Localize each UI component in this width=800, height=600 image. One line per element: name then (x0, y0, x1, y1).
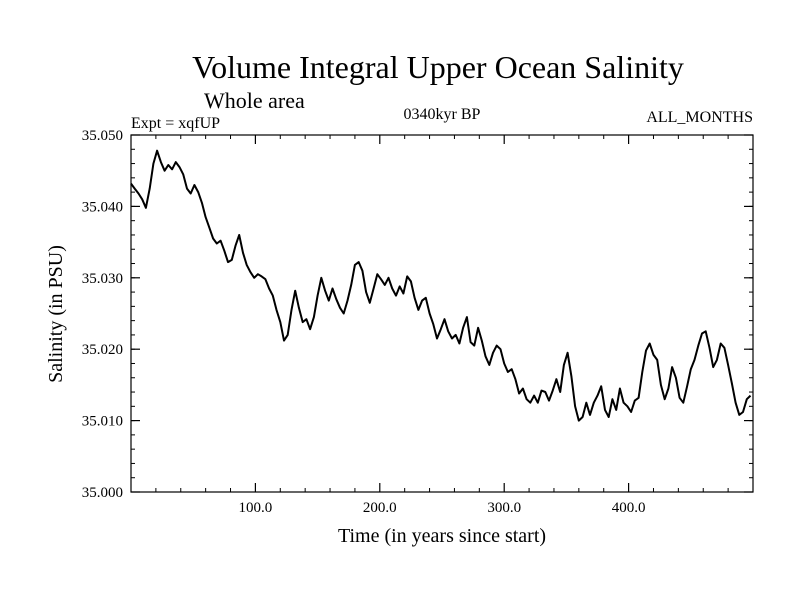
chart-title: Volume Integral Upper Ocean Salinity (192, 49, 684, 85)
x-tick-label: 400.0 (612, 500, 646, 516)
period-label: 0340kyr BP (404, 106, 481, 123)
y-axis: 35.000 35.010 35.020 35.030 35.040 35.050 (82, 128, 753, 501)
x-tick-label: 300.0 (487, 500, 521, 516)
y-tick-label: 35.010 (82, 414, 123, 430)
y-axis-label: Salinity (in PSU) (45, 245, 67, 383)
months-label: ALL_MONTHS (646, 109, 753, 126)
x-axis: 100.0 200.0 300.0 400.0 (155, 135, 729, 516)
y-tick-label: 35.050 (82, 128, 123, 144)
y-tick-label: 35.020 (82, 342, 123, 358)
chart-subtitle: Whole area (204, 88, 305, 113)
experiment-label: Expt = xqfUP (131, 115, 220, 132)
y-tick-label: 35.030 (82, 271, 123, 287)
y-tick-label: 35.040 (82, 199, 123, 215)
salinity-series-line (130, 149, 752, 422)
x-tick-label: 200.0 (363, 500, 397, 516)
y-tick-label: 35.000 (82, 485, 123, 501)
plot-frame (130, 134, 754, 493)
x-tick-label: 100.0 (239, 500, 273, 516)
x-axis-label: Time (in years since start) (338, 525, 546, 547)
